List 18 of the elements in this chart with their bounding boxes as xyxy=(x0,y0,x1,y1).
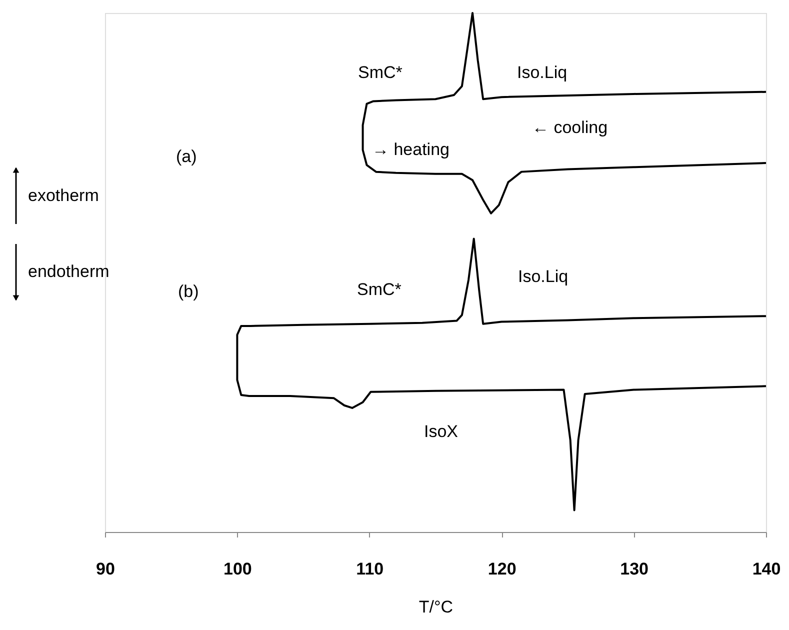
annotation: endotherm xyxy=(28,262,110,281)
x-tick-label: 110 xyxy=(356,560,384,578)
annotation: SmC* xyxy=(358,63,403,82)
x-tick-label: 90 xyxy=(96,560,115,578)
annotation: ← cooling xyxy=(532,118,608,137)
annotation: SmC* xyxy=(357,280,402,299)
x-tick-label: 100 xyxy=(224,560,252,578)
annotation: Iso.Liq xyxy=(517,63,568,82)
annotation: IsoX xyxy=(424,422,458,441)
text: exotherm xyxy=(28,186,99,205)
annotation: → heating xyxy=(372,140,450,159)
x-tick-label: 130 xyxy=(620,560,648,578)
x-axis-title: T/°C xyxy=(418,598,454,616)
annotation: (a) xyxy=(176,147,197,166)
x-tick-label: 140 xyxy=(752,560,781,578)
annotation: (b) xyxy=(178,282,199,301)
x-tick-label: 120 xyxy=(488,560,516,578)
annotation: Iso.Liq xyxy=(518,267,568,286)
